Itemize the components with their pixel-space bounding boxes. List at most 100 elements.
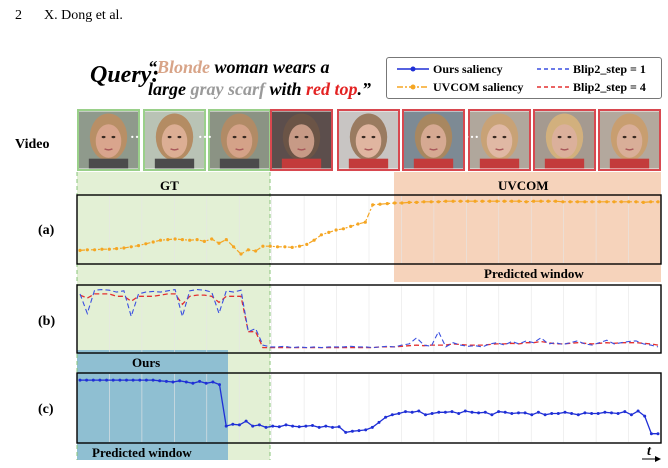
uvcom-saliency-point	[612, 200, 616, 204]
uvcom-saliency-point	[246, 248, 250, 252]
ours-saliency-point	[158, 379, 162, 383]
ours-saliency-point	[218, 383, 221, 387]
uvcom-saliency-point	[166, 238, 170, 242]
uvcom-saliency-point	[458, 199, 463, 203]
ours-saliency-point	[510, 412, 514, 415]
ours-saliency-point	[98, 378, 102, 382]
ours-saliency-point	[463, 409, 467, 413]
ours-saliency-point	[344, 430, 348, 434]
legend-label-ours: Ours saliency	[433, 62, 503, 76]
video-frame	[402, 109, 465, 171]
row-label-b: (b)	[38, 314, 56, 329]
ours-saliency-point	[271, 424, 275, 428]
uvcom-saliency-point	[378, 202, 382, 206]
ours-saliency-point	[629, 413, 633, 417]
uvcom-saliency-point	[275, 245, 280, 249]
frame-gap-dots-1: …	[130, 127, 144, 142]
uvcom-saliency-point	[590, 200, 594, 204]
gt-label: GT	[160, 178, 179, 193]
uvcom-saliency-point	[480, 199, 484, 203]
frame-gap-dots-2: …	[198, 127, 212, 142]
query-part-3: with	[265, 79, 307, 99]
ours-band	[77, 350, 228, 460]
ours-saliency-point	[118, 378, 122, 382]
uvcom-saliency-point	[656, 200, 660, 204]
uvcom-saliency-point	[180, 238, 184, 242]
uvcom-saliency-point	[510, 199, 514, 203]
uvcom-saliency-point	[561, 200, 565, 204]
ours-label: Ours	[132, 355, 161, 370]
legend-label-uvcom: UVCOM saliency	[433, 80, 524, 94]
blip2-step-1-line	[79, 288, 659, 349]
time-axis-label: t	[647, 444, 651, 459]
ours-saliency-point	[138, 378, 142, 382]
uvcom-saliency-point	[202, 239, 206, 243]
uvcom-saliency-point	[254, 249, 258, 253]
uvcom-saliency-point	[649, 200, 653, 204]
uvcom-saliency-point	[297, 244, 302, 248]
ours-saliency-point	[211, 380, 215, 384]
legend-swatch-blip4	[537, 86, 569, 88]
panel-a-frame	[76, 194, 662, 265]
ours-saliency-point	[384, 415, 388, 419]
row-label-a: (a)	[38, 223, 55, 238]
query-part-1: woman wears a	[210, 57, 330, 77]
ours-saliency-point	[151, 378, 155, 382]
ours-saliency-point	[191, 381, 195, 385]
video-frame	[533, 109, 596, 171]
ours-saliency-point	[404, 410, 407, 414]
uvcom-saliency-point	[283, 245, 287, 249]
ours-saliency-point	[583, 411, 587, 415]
query-open-quote: “	[148, 57, 157, 77]
ours-saliency-point	[144, 378, 148, 382]
panel-b-grid	[109, 286, 629, 352]
ours-saliency-point	[563, 410, 567, 414]
ours-saliency-point	[517, 411, 520, 415]
uvcom-saliency-point	[327, 230, 331, 234]
uvcom-saliency-point	[239, 252, 243, 256]
uvcom-saliency-point	[583, 200, 587, 204]
uvcom-saliency-point	[261, 244, 265, 248]
ours-saliency-point	[277, 425, 281, 429]
ours-saliency-point	[78, 378, 82, 382]
uvcom-saliency-point	[568, 200, 572, 204]
ours-saliency-point	[443, 410, 447, 414]
uvcom-saliency-point	[473, 199, 477, 203]
uvcom-saliency-point	[341, 227, 345, 231]
ours-saliency-point	[284, 423, 288, 427]
uvcom-saliency-point	[466, 199, 470, 203]
uvcom-saliency-point	[195, 238, 199, 242]
ours-saliency-point	[390, 413, 394, 417]
legend-label-blip1: Blip2_step = 1	[573, 62, 646, 76]
uvcom-saliency-point	[407, 200, 411, 204]
uvcom-saliency-point	[363, 220, 367, 224]
uvcom-saliency-point	[224, 238, 228, 242]
ours-saliency-point	[231, 422, 235, 426]
legend-swatch-blip1	[537, 68, 569, 70]
uvcom-saliency-point	[444, 199, 448, 203]
legend-item-blip4: Blip2_step = 4	[535, 79, 659, 95]
ours-saliency-point	[636, 409, 640, 413]
panel-b-frame	[76, 284, 662, 354]
ours-saliency-point	[616, 412, 620, 415]
query-word-red-top: red top	[306, 79, 358, 99]
ours-saliency-point	[483, 410, 487, 414]
ours-saliency-point	[536, 410, 540, 414]
uvcom-saliency-point	[290, 245, 294, 249]
running-header-authors: X. Dong et al.	[44, 8, 123, 23]
uvcom-predicted-window-label: Predicted window	[484, 266, 584, 281]
ours-saliency-point	[477, 411, 481, 415]
ours-saliency-point	[111, 378, 115, 382]
ours-saliency-point	[576, 413, 580, 417]
ours-saliency-point	[337, 425, 341, 429]
legend-item-ours: Ours saliency	[395, 61, 525, 77]
ours-saliency-point	[550, 412, 554, 415]
video-label: Video	[15, 137, 50, 152]
uvcom-saliency-point	[144, 242, 148, 246]
uvcom-saliency-point	[634, 200, 638, 204]
ours-saliency-point	[257, 423, 261, 427]
query-word-blonde: Blonde	[157, 57, 211, 77]
ours-saliency-point	[184, 380, 188, 384]
ours-saliency-point	[304, 424, 308, 428]
ours-saliency-point	[596, 412, 600, 415]
